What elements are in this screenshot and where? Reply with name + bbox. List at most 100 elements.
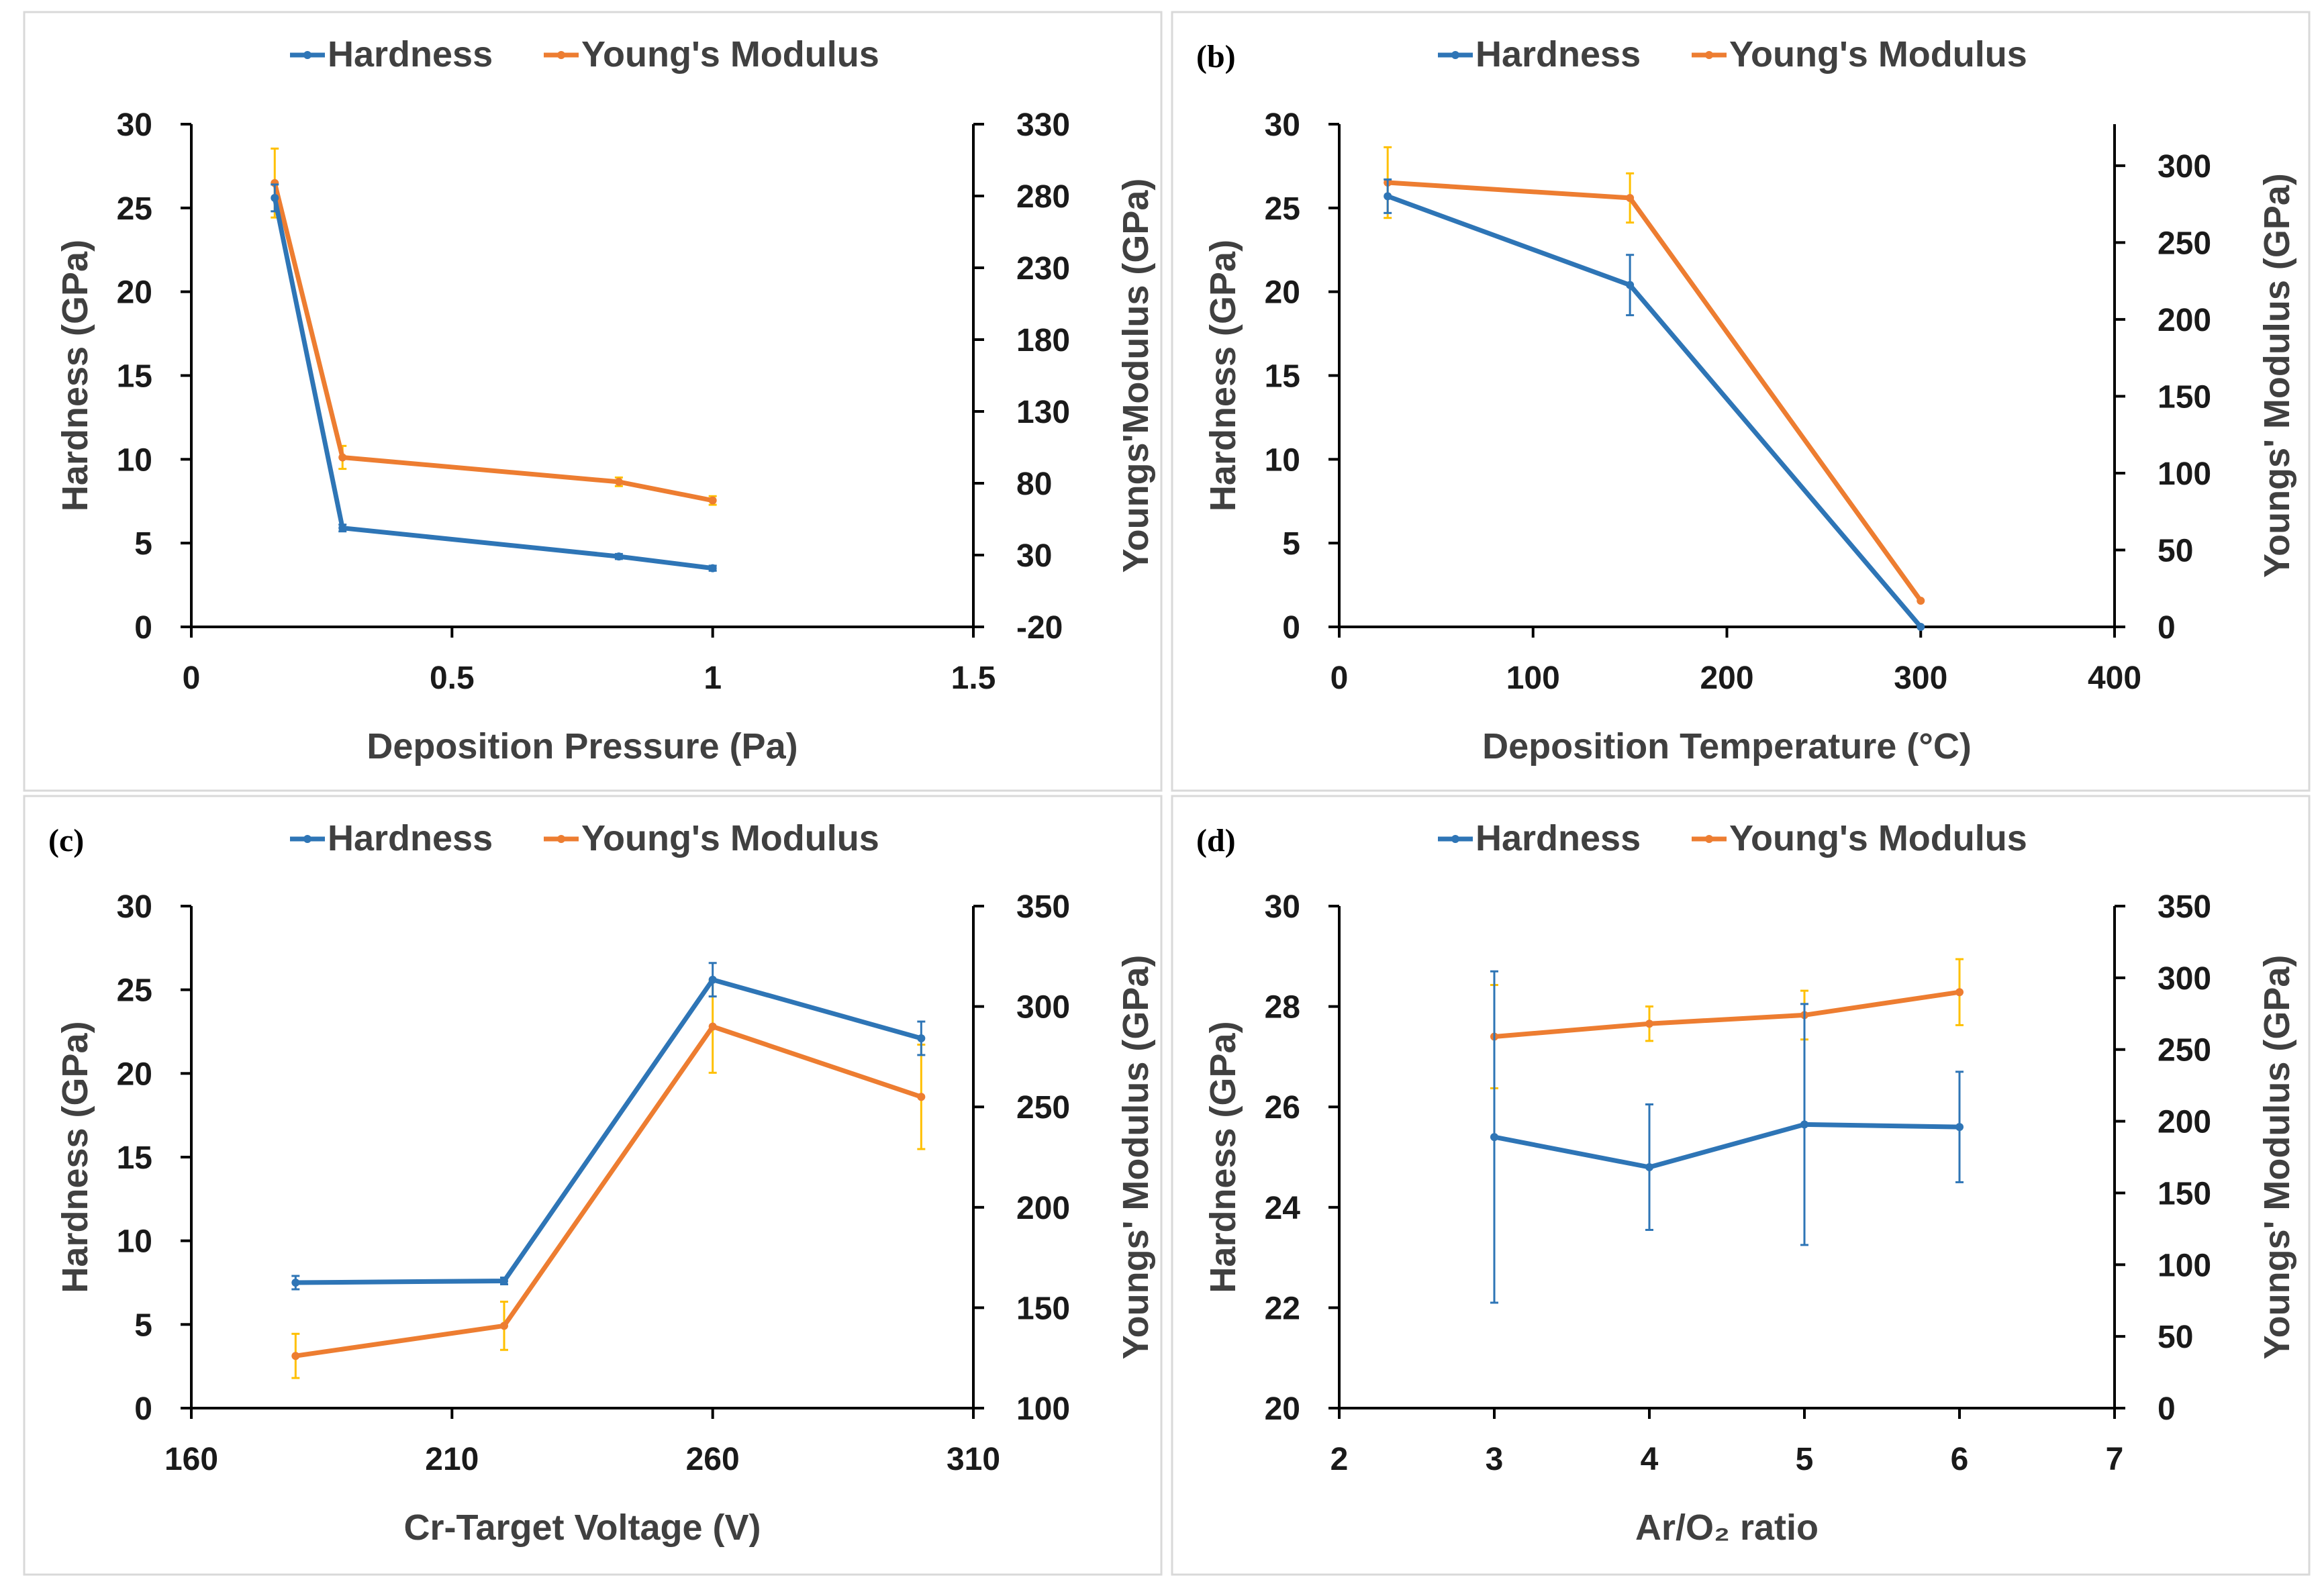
y-tick-label-left: 5: [1282, 526, 1300, 562]
y-tick-label-right: 80: [1016, 466, 1052, 502]
data-point: [708, 975, 717, 984]
legend: Hardness Young's Modulus: [290, 34, 879, 75]
legend-marker-modulus: [557, 51, 565, 59]
series-line: [272, 195, 716, 571]
y-tick-label-right: 150: [1016, 1291, 1070, 1326]
x-tick-label: 1.5: [951, 660, 996, 696]
y-tick-label-left: 20: [117, 1056, 152, 1092]
y-tick-label-right: 180: [1016, 323, 1070, 358]
legend-label-modulus: Young's Modulus: [581, 818, 879, 858]
data-point: [338, 453, 347, 462]
legend-marker-modulus: [1705, 51, 1713, 59]
y-tick-label-left: 24: [1265, 1191, 1301, 1226]
data-point: [614, 477, 623, 486]
data-point: [917, 1093, 926, 1101]
x-tick-label: 200: [1700, 660, 1753, 696]
series-hardness: [1384, 178, 1925, 631]
chart-panel-0: Hardness Young's Modulus051015202530-2030…: [23, 11, 1163, 792]
y-tick-label-left: 30: [117, 889, 152, 925]
data-point: [614, 552, 623, 561]
data-point: [1490, 1133, 1498, 1142]
legend-marker-hardness: [1451, 835, 1459, 843]
y-tick-label-right: 200: [1016, 1191, 1070, 1226]
legend-label-hardness: Hardness: [1475, 818, 1641, 858]
legend-label-hardness: Hardness: [328, 34, 493, 75]
y-tick-label-right: -20: [1016, 610, 1063, 646]
y-tick-label-right: 100: [1016, 1391, 1070, 1427]
y-tick-label-left: 10: [117, 442, 152, 478]
y-tick-label-right: 300: [1016, 990, 1070, 1026]
x-tick-label: 2: [1330, 1442, 1349, 1477]
x-axis-title: Deposition Temperature (°C): [1482, 726, 1972, 766]
legend: Hardness Young's Modulus: [1438, 34, 2027, 75]
series-line: [293, 977, 924, 1285]
y-tick-label-right: 350: [2158, 889, 2211, 925]
legend-label-modulus: Young's Modulus: [581, 34, 879, 75]
data-point: [1917, 623, 1925, 631]
legend-marker-modulus: [557, 835, 565, 843]
x-tick-label: 310: [947, 1442, 1000, 1477]
y-tick-label-left: 30: [1265, 889, 1300, 925]
chart-panel-2: (c) Hardness Young's Modulus 0 5 10 15 20 25 30 10…: [23, 795, 1163, 1576]
legend-label-hardness: Hardness: [328, 818, 493, 858]
y-tick-label-left: 0: [134, 1391, 152, 1427]
data-point: [1626, 193, 1635, 202]
data-point: [338, 524, 347, 532]
legend-marker-hardness: [303, 51, 311, 59]
x-axis-title: Ar/O₂ ratio: [1635, 1507, 1819, 1548]
y-axis-title-right: Youngs' Modulus (GPa): [1116, 955, 1156, 1360]
y-tick-label-left: 30: [117, 107, 152, 143]
x-tick-label: 260: [686, 1442, 740, 1477]
data-point: [917, 1034, 926, 1042]
y-axis-title-right: Youngs'Modulus (GPa): [1116, 179, 1156, 573]
y-tick-label-right: 50: [2158, 1320, 2193, 1355]
y-tick-label-left: 10: [117, 1224, 152, 1260]
y-tick-label-right: 30: [1016, 538, 1052, 574]
x-tick-label: 5: [1796, 1442, 1814, 1477]
x-tick-label: 6: [1951, 1442, 1969, 1477]
series-line: [1492, 989, 1962, 1039]
y-tick-label-left: 0: [1282, 610, 1300, 646]
y-tick-label-right: 250: [2158, 226, 2211, 261]
panel-label: (b): [1196, 39, 1236, 75]
series-modulus: [271, 147, 717, 506]
y-axis-title-right: Youngs' Modulus (GPa): [2257, 955, 2297, 1360]
x-tick-label: 3: [1486, 1442, 1504, 1477]
y-tick-label-right: 130: [1016, 395, 1070, 430]
panel-frame: [23, 795, 1163, 1576]
y-tick-label-right: 0: [2158, 610, 2176, 646]
data-point: [500, 1277, 508, 1285]
series-line: [293, 1024, 924, 1358]
y-tick-label-left: 10: [1265, 442, 1300, 478]
data-point: [1917, 597, 1925, 605]
y-tick-label-right: 50: [2158, 533, 2193, 568]
y-tick-label-left: 20: [1265, 275, 1300, 311]
data-point: [1955, 988, 1964, 997]
x-tick-label: 0: [1330, 660, 1349, 696]
series-hardness: [271, 183, 717, 573]
y-axis-title-left: Hardness (GPa): [55, 240, 95, 511]
x-tick-label: 7: [2106, 1442, 2124, 1477]
x-axis-title: Deposition Pressure (Pa): [367, 726, 797, 766]
legend: Hardness Young's Modulus: [290, 818, 879, 858]
legend-marker-hardness: [303, 835, 311, 843]
y-tick-label-left: 25: [117, 973, 152, 1009]
y-tick-label-left: 28: [1265, 990, 1300, 1026]
data-point: [1626, 281, 1635, 289]
x-tick-label: 1: [704, 660, 722, 696]
panel-frame: [1171, 11, 2311, 792]
y-tick-label-left: 20: [1265, 1391, 1300, 1427]
y-tick-label-left: 30: [1265, 107, 1300, 143]
axes: 0 5 10 15 20 25 30 100 150 200 250 300 350 160 210 260 3…: [117, 889, 1070, 1477]
data-point: [708, 1022, 717, 1031]
y-tick-label-left: 15: [117, 1140, 152, 1176]
chart-panel-1: (b) Hardness Young's Modulus05101520253005…: [1171, 11, 2311, 792]
legend-marker-hardness: [1451, 51, 1459, 59]
y-tick-label-right: 280: [1016, 179, 1070, 215]
data-point: [708, 496, 717, 505]
y-tick-label-right: 230: [1016, 251, 1070, 287]
data-point: [1384, 192, 1392, 201]
data-point: [271, 193, 279, 202]
